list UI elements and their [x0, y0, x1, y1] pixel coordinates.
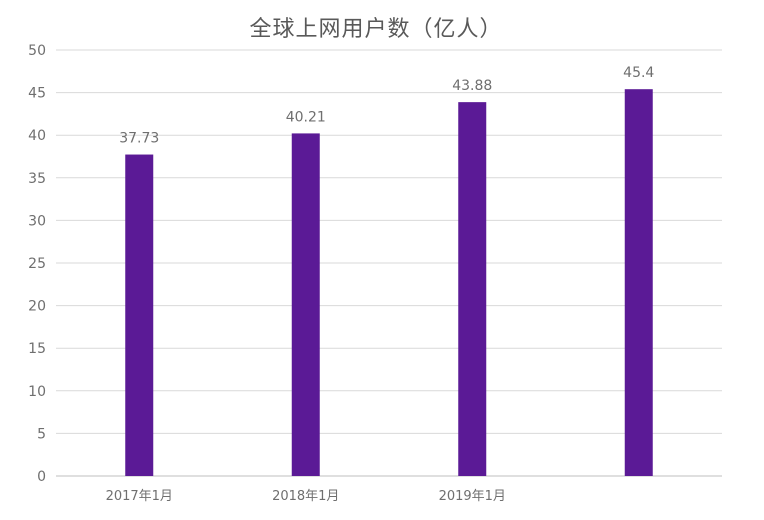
y-tick-label: 50	[28, 43, 46, 59]
bar	[125, 154, 154, 476]
y-tick-label: 45	[28, 86, 46, 102]
bars	[125, 89, 653, 477]
bar	[458, 102, 487, 477]
x-axis-categories: 2017年1月 2018年1月 2019年1月	[106, 489, 506, 504]
y-tick-label: 40	[28, 128, 46, 144]
data-label: 45.4	[623, 65, 654, 81]
data-labels: 37.73 40.21 43.88 45.4	[119, 65, 654, 146]
y-tick-label: 15	[28, 341, 46, 357]
bar	[624, 89, 653, 476]
y-tick-label: 10	[28, 384, 46, 400]
data-label: 40.21	[286, 109, 326, 125]
chart-title: 全球上网用户数（亿人）	[249, 17, 502, 42]
data-label: 37.73	[119, 131, 159, 147]
y-tick-label: 30	[28, 213, 46, 229]
y-tick-label: 0	[37, 469, 46, 485]
y-tick-label: 5	[37, 426, 46, 442]
bar	[291, 133, 320, 476]
y-tick-label: 20	[28, 299, 46, 315]
y-tick-label: 25	[28, 256, 46, 272]
x-category-label: 2017年1月	[106, 489, 173, 504]
data-label: 43.88	[452, 78, 492, 94]
y-tick-label: 35	[28, 171, 46, 187]
x-category-label: 2019年1月	[439, 489, 506, 504]
gridlines	[56, 49, 722, 477]
x-category-label: 2018年1月	[272, 489, 339, 504]
y-axis-ticks: 0 5 10 15 20 25 30 35 40 45 50	[28, 43, 46, 485]
